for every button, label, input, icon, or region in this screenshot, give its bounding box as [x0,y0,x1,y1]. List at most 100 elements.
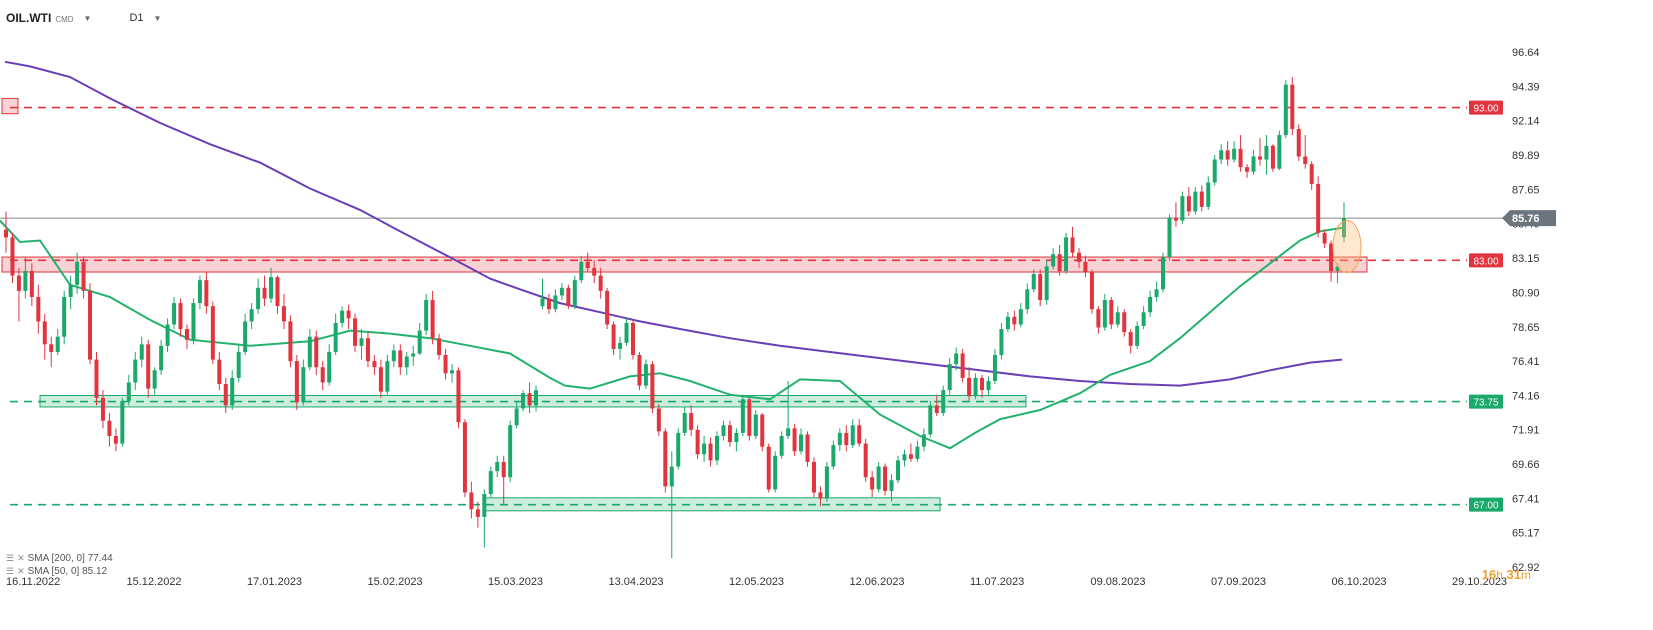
candle-body-116 [753,414,758,436]
candle-body-147 [954,353,959,365]
candle-body-34 [223,384,228,406]
countdown-minutes: 31 [1506,567,1521,582]
remove-icon[interactable]: ✕ [17,553,25,563]
candle-body-110 [715,435,720,461]
candle-body-107 [695,429,700,455]
settings-icon[interactable]: ☰ [6,553,15,563]
candle-body-61 [398,350,403,368]
candle-body-125 [811,461,816,493]
legend-sma50[interactable]: ☰ ✕ SMA [50, 0] 85.12 [6,565,113,578]
candle-body-198 [1283,84,1288,136]
settings-icon[interactable]: ☰ [6,566,15,576]
candle-body-16 [107,420,112,436]
candle-body-18 [120,400,125,444]
legend-sma200[interactable]: ☰ ✕ SMA [200, 0] 77.44 [6,552,113,565]
candle-body-62 [404,356,409,368]
symbol-label[interactable]: OIL.WTI [6,11,52,25]
candle-body-186 [1206,182,1211,207]
candle-body-195 [1264,145,1269,160]
y-tick-14: 65.17 [1512,528,1540,540]
candle-body-191 [1238,148,1243,168]
candle-body-142 [921,434,926,447]
candle-body-137 [889,480,894,491]
y-tick-9: 76.41 [1512,356,1540,368]
candle-body-150 [973,377,978,397]
candle-body-30 [197,280,202,304]
candle-body-69 [450,370,454,374]
candle-body-132 [857,425,862,444]
candle-body-25 [165,324,170,346]
candle-body-12 [81,261,86,291]
candle-body-48 [314,336,319,368]
candle-body-103 [669,466,674,487]
candle-body-92 [598,275,603,291]
candle-body-152 [986,380,991,391]
y-tick-10: 74.16 [1512,390,1540,402]
candle-body-80 [521,393,526,409]
level-label-2: 73.75 [1473,398,1498,409]
candle-body-84 [546,298,551,310]
candle-body-149 [967,377,972,397]
candle-body-38 [249,309,254,322]
candle-body-139 [902,454,907,461]
current-price-label: 85.76 [1512,213,1540,225]
candle-body-112 [727,425,732,443]
candle-body-51 [333,322,338,352]
candle-body-46 [301,367,306,403]
indicator-legend: ☰ ✕ SMA [200, 0] 77.44 ☰ ✕ SMA [50, 0] 8… [6,552,113,578]
timeframe-label[interactable]: D1 [129,12,144,24]
candle-body-168 [1089,272,1094,310]
symbol-dropdown-icon[interactable]: ▼ [83,13,92,23]
candle-body-173 [1122,312,1127,333]
candle-body-45 [294,361,299,403]
candle-body-133 [863,443,868,478]
candle-body-78 [508,425,513,478]
candle-body-205 [1329,243,1334,272]
candle-body-157 [1018,309,1023,325]
countdown-h-unit: h [1496,568,1503,582]
candle-body-161 [1044,266,1049,301]
candle-body-99 [643,364,648,386]
candle-body-145 [941,390,946,414]
candle-body-36 [236,351,241,378]
candle-body-40 [262,287,267,299]
candle-body-17 [113,435,118,444]
candle-body-29 [191,303,196,340]
y-tick-0: 96.64 [1512,47,1540,59]
candle-body-100 [650,364,655,409]
candle-body-37 [243,321,248,352]
candle-body-88 [572,280,577,307]
candle-body-154 [999,329,1004,356]
candle-body-164 [1064,237,1069,272]
candle-body-177 [1148,296,1153,313]
legend-sma50-label: SMA [50, 0] 85.12 [27,566,108,577]
candle-body-162 [1051,254,1056,267]
candle-body-165 [1070,237,1075,253]
candle-body-203 [1316,183,1321,233]
candle-body-15 [100,397,105,421]
candle-body-187 [1212,159,1217,183]
candle-body-96 [624,322,629,343]
candle-body-0 [4,229,8,238]
candle-body-114 [740,399,745,433]
candle-body-113 [734,432,739,443]
candle-body-117 [760,414,765,447]
sma50-line [0,219,1343,450]
candle-body-79 [514,408,519,426]
candle-body-136 [883,466,888,491]
x-tick-3: 15.02.2023 [368,576,423,588]
candle-body-47 [307,336,312,368]
candle-body-76 [495,461,500,472]
level-label-1: 83.00 [1473,256,1498,267]
candle-body-81 [527,393,532,406]
candle-body-134 [870,477,875,490]
x-tick-11: 06.10.2023 [1332,576,1387,588]
candle-body-158 [1025,289,1030,310]
timeframe-dropdown-icon[interactable]: ▼ [153,13,162,23]
remove-icon[interactable]: ✕ [17,566,25,576]
x-tick-2: 17.01.2023 [247,576,302,588]
candle-body-207 [1342,218,1346,238]
candle-body-155 [1005,316,1010,330]
